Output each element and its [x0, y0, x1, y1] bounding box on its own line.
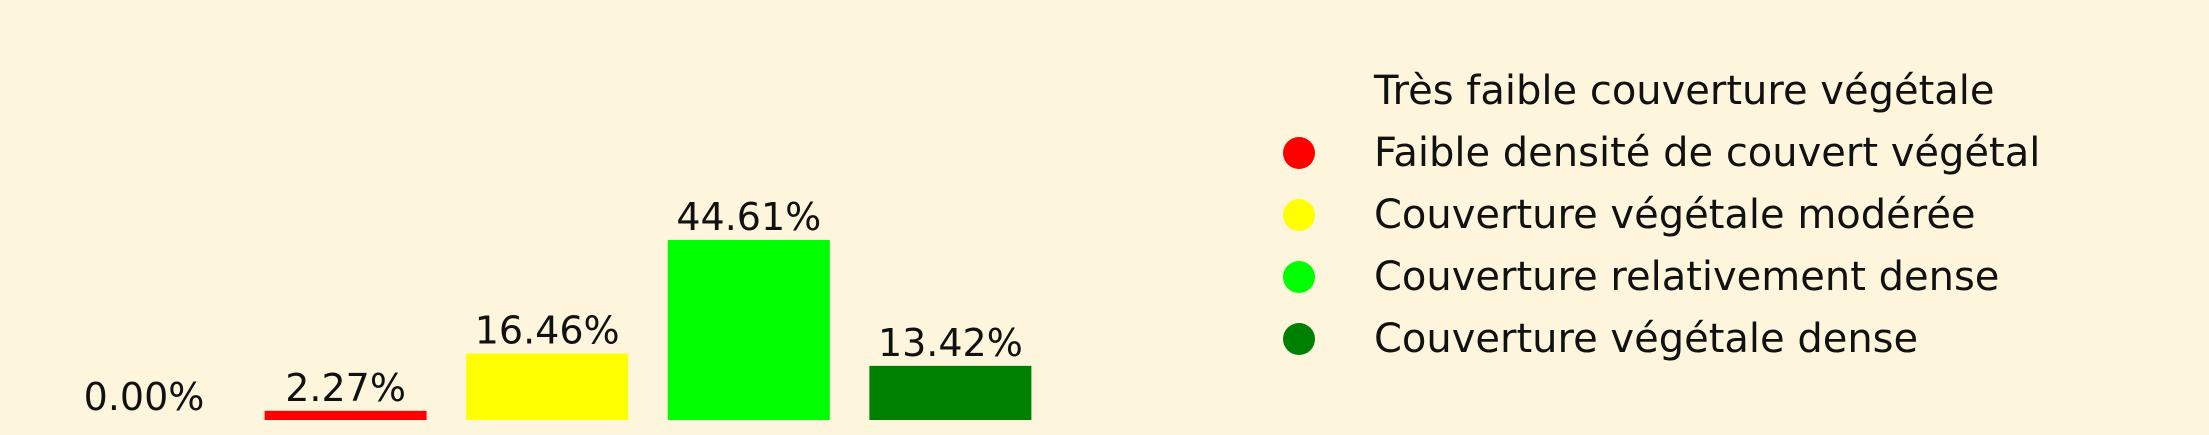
chart-legend: Très faible couverture végétale Faible d… [1270, 60, 2040, 370]
legend-item-low: Faible densité de couvert végétal [1270, 122, 2040, 184]
legend-label: Très faible couverture végétale [1374, 68, 1995, 114]
bar-2 [466, 353, 629, 420]
legend-label: Couverture végétale modérée [1374, 192, 1976, 238]
bar-3 [667, 240, 830, 420]
legend-item-moderate: Couverture végétale modérée [1270, 184, 2040, 246]
legend-marker [1283, 75, 1315, 107]
legend-item-dense: Couverture végétale dense [1270, 308, 2040, 370]
bar-value-label-1: 2.27% [285, 366, 406, 410]
legend-marker [1283, 199, 1315, 231]
bar-4 [869, 365, 1032, 420]
legend-marker [1283, 261, 1315, 293]
legend-item-very-low: Très faible couverture végétale [1270, 60, 2040, 122]
legend-marker [1283, 137, 1315, 169]
bar-value-label-4: 13.42% [878, 321, 1023, 365]
bar-value-label-2: 16.46% [475, 309, 620, 353]
bar-1 [264, 410, 427, 420]
legend-label: Couverture végétale dense [1374, 316, 1919, 362]
legend-item-relatively-dense: Couverture relativement dense [1270, 246, 2040, 308]
legend-label: Couverture relativement dense [1374, 254, 2000, 300]
bar-value-label-3: 44.61% [676, 195, 821, 239]
legend-marker [1283, 323, 1315, 355]
bar-value-label-0: 0.00% [84, 375, 205, 419]
legend-label: Faible densité de couvert végétal [1374, 130, 2041, 176]
